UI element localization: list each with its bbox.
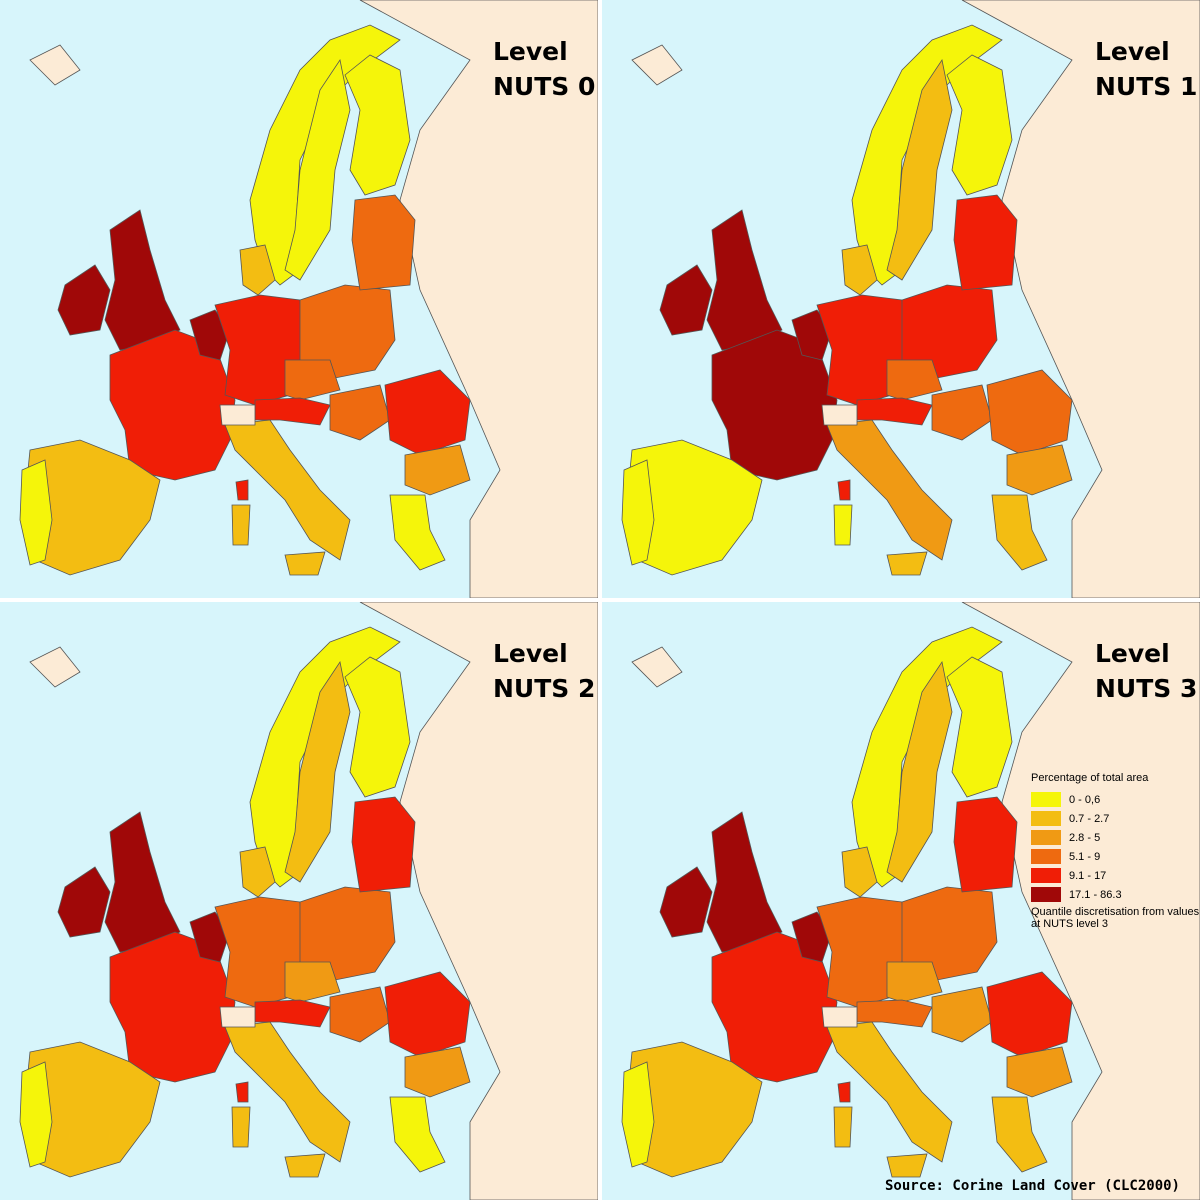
- panel-title: Level NUTS 0: [493, 34, 595, 104]
- panel-title-line2: NUTS 3: [1095, 674, 1198, 703]
- europe-map-nuts2: [0, 602, 598, 1200]
- legend-title: Percentage of total area: [1031, 772, 1149, 784]
- legend-label: 0 - 0,6: [1069, 793, 1101, 806]
- panel-title-line1: Level: [493, 639, 568, 668]
- panel-title-line1: Level: [1095, 639, 1170, 668]
- europe-map-nuts0: [0, 0, 598, 598]
- legend-item: 5.1 - 9: [1031, 847, 1200, 866]
- legend-swatch: [1031, 792, 1061, 807]
- legend-label: 17.1 - 86.3: [1069, 888, 1122, 901]
- legend-item: 9.1 - 17: [1031, 866, 1200, 885]
- panel-title-line2: NUTS 0: [493, 72, 596, 101]
- panel-title-line2: NUTS 1: [1095, 72, 1198, 101]
- legend-item: 17.1 - 86.3: [1031, 885, 1200, 904]
- map-panel-nuts1: Level NUTS 1: [602, 0, 1200, 598]
- panel-title: Level NUTS 1: [1095, 34, 1197, 104]
- legend-label: 0.7 - 2.7: [1069, 812, 1110, 825]
- legend-item: 0 - 0,6: [1031, 790, 1200, 809]
- map-panel-nuts0: Level NUTS 0: [0, 0, 598, 598]
- panel-title: Level NUTS 3: [1095, 636, 1197, 706]
- legend-items: 0 - 0,6 0.7 - 2.7 2.8 - 5 5.1 - 9 9.1 - 17 17…: [1031, 790, 1200, 904]
- europe-map-nuts3: [602, 602, 1200, 1200]
- map-panel-nuts2: Level NUTS 2: [0, 602, 598, 1200]
- map-panel-nuts3: Level NUTS 3: [602, 602, 1200, 1200]
- legend-item: 0.7 - 2.7: [1031, 809, 1200, 828]
- panel-title-line1: Level: [1095, 37, 1170, 66]
- legend-note: Quantile discretisation from values at N…: [1031, 906, 1200, 930]
- legend-swatch: [1031, 830, 1061, 845]
- panel-title: Level NUTS 2: [493, 636, 595, 706]
- europe-map-nuts1: [602, 0, 1200, 598]
- map-legend: Percentage of total area 0 - 0,6 0.7 - 2.…: [1031, 772, 1200, 930]
- legend-item: 2.8 - 5: [1031, 828, 1200, 847]
- legend-label: 5.1 - 9: [1069, 850, 1101, 863]
- panel-title-line1: Level: [493, 37, 568, 66]
- legend-label: 9.1 - 17: [1069, 869, 1107, 882]
- legend-label: 2.8 - 5: [1069, 831, 1101, 844]
- legend-swatch: [1031, 868, 1061, 883]
- source-credit: Source: Corine Land Cover (CLC2000): [884, 1178, 1180, 1194]
- legend-swatch: [1031, 811, 1061, 826]
- legend-swatch: [1031, 849, 1061, 864]
- panel-title-line2: NUTS 2: [493, 674, 596, 703]
- legend-swatch: [1031, 887, 1061, 902]
